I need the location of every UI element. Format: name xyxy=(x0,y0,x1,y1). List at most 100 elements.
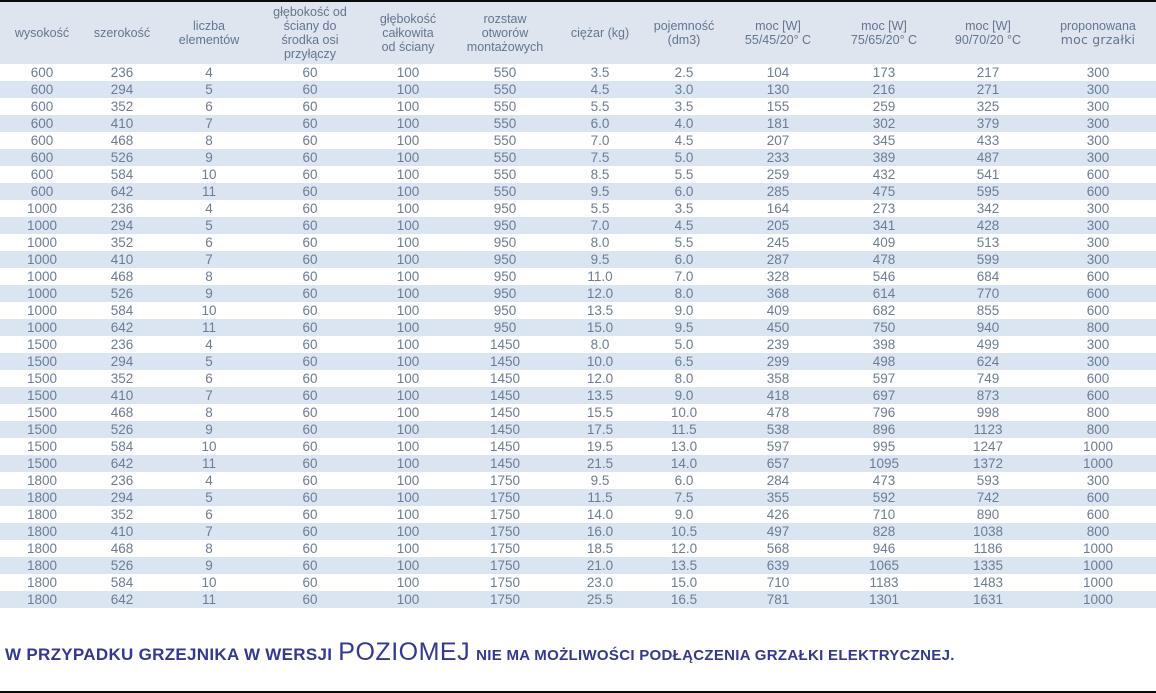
cell-moc-w-55-45-20c: 239 xyxy=(766,337,790,352)
table-row: 1800 642 11 60 100 1750 25.5 16.5 781 1301 1631 100… xyxy=(0,591,1156,608)
cell-szerokosc: 352 xyxy=(110,371,134,386)
cell-glebokosc-od-sciany-do-srodka-osi-przylaczy: 60 xyxy=(302,422,318,437)
cell-proponowana-moc-grzalki: 300 xyxy=(1086,150,1110,165)
cell-proponowana-moc-grzalki: 1000 xyxy=(1082,456,1114,471)
cell-moc-w-55-45-20c: 355 xyxy=(766,490,790,505)
cell-liczba-elementow: 7 xyxy=(205,524,213,539)
cell-pojemnosc-dm3: 5.0 xyxy=(674,150,694,165)
cell-pojemnosc-dm3: 16.5 xyxy=(670,592,698,607)
cell-proponowana-moc-grzalki: 600 xyxy=(1086,184,1110,199)
cell-moc-w-75-65-20c: 750 xyxy=(872,320,896,335)
cell-liczba-elementow: 4 xyxy=(205,201,213,216)
cell-rozstaw-otworow-montazowych: 1750 xyxy=(489,558,521,573)
cell-rozstaw-otworow-montazowych: 1750 xyxy=(489,592,521,607)
cell-proponowana-moc-grzalki: 300 xyxy=(1086,235,1110,250)
cell-pojemnosc-dm3: 9.0 xyxy=(674,507,694,522)
cell-moc-w-75-65-20c: 389 xyxy=(872,150,896,165)
cell-glebokosc-calkowita-od-sciany: 100 xyxy=(396,473,420,488)
cell-liczba-elementow: 6 xyxy=(205,371,213,386)
cell-liczba-elementow: 7 xyxy=(205,252,213,267)
cell-moc-w-75-65-20c: 173 xyxy=(872,65,896,80)
cell-proponowana-moc-grzalki: 600 xyxy=(1086,388,1110,403)
cell-rozstaw-otworow-montazowych: 1450 xyxy=(489,354,521,369)
cell-ciezar-kg: 7.5 xyxy=(590,150,610,165)
cell-moc-w-90-70-20c: 742 xyxy=(976,490,1000,505)
cell-moc-w-75-65-20c: 478 xyxy=(872,252,896,267)
cell-glebokosc-calkowita-od-sciany: 100 xyxy=(396,388,420,403)
cell-proponowana-moc-grzalki: 300 xyxy=(1086,82,1110,97)
cell-moc-w-90-70-20c: 342 xyxy=(976,201,1000,216)
table-row: 600 468 8 60 100 550 7.0 4.5 207 345 433 300 xyxy=(0,132,1156,149)
table-row: 1500 642 11 60 100 1450 21.5 14.0 657 1095 1372 100… xyxy=(0,455,1156,472)
cell-rozstaw-otworow-montazowych: 1450 xyxy=(489,388,521,403)
cell-glebokosc-od-sciany-do-srodka-osi-przylaczy: 60 xyxy=(302,286,318,301)
cell-proponowana-moc-grzalki: 1000 xyxy=(1082,575,1114,590)
cell-glebokosc-calkowita-od-sciany: 100 xyxy=(396,575,420,590)
cell-wysokosc: 1000 xyxy=(26,269,58,284)
col-header-liczba-elementow: liczba elementów xyxy=(160,2,258,64)
cell-liczba-elementow: 4 xyxy=(205,337,213,352)
cell-pojemnosc-dm3: 5.0 xyxy=(674,337,694,352)
cell-liczba-elementow: 6 xyxy=(205,235,213,250)
cell-glebokosc-calkowita-od-sciany: 100 xyxy=(396,82,420,97)
table-row: 1000 526 9 60 100 950 12.0 8.0 368 614 770 600 xyxy=(0,285,1156,302)
cell-rozstaw-otworow-montazowych: 1450 xyxy=(489,337,521,352)
table-row: 1500 410 7 60 100 1450 13.5 9.0 418 697 873 600 xyxy=(0,387,1156,404)
cell-liczba-elementow: 4 xyxy=(205,473,213,488)
cell-szerokosc: 410 xyxy=(110,116,134,131)
cell-rozstaw-otworow-montazowych: 950 xyxy=(493,235,517,250)
cell-liczba-elementow: 8 xyxy=(205,133,213,148)
cell-liczba-elementow: 5 xyxy=(205,490,213,505)
cell-moc-w-55-45-20c: 426 xyxy=(766,507,790,522)
cell-ciezar-kg: 12.0 xyxy=(586,371,614,386)
cell-ciezar-kg: 11.0 xyxy=(587,269,613,284)
cell-szerokosc: 526 xyxy=(110,422,134,437)
cell-moc-w-75-65-20c: 432 xyxy=(872,167,896,182)
cell-pojemnosc-dm3: 14.0 xyxy=(670,456,698,471)
cell-moc-w-90-70-20c: 624 xyxy=(976,354,1000,369)
cell-glebokosc-calkowita-od-sciany: 100 xyxy=(396,269,420,284)
cell-liczba-elementow: 7 xyxy=(205,388,213,403)
cell-szerokosc: 642 xyxy=(110,184,134,199)
cell-moc-w-55-45-20c: 245 xyxy=(766,235,790,250)
cell-moc-w-90-70-20c: 513 xyxy=(976,235,1000,250)
cell-ciezar-kg: 8.0 xyxy=(590,235,610,250)
cell-pojemnosc-dm3: 10.0 xyxy=(670,405,698,420)
cell-ciezar-kg: 9.5 xyxy=(590,252,610,267)
cell-liczba-elementow: 10 xyxy=(201,439,217,454)
cell-pojemnosc-dm3: 13.0 xyxy=(670,439,698,454)
cell-glebokosc-od-sciany-do-srodka-osi-przylaczy: 60 xyxy=(302,524,318,539)
header-proponowana-line1: proponowana xyxy=(1060,18,1136,33)
cell-pojemnosc-dm3: 9.5 xyxy=(674,320,694,335)
cell-moc-w-75-65-20c: 995 xyxy=(872,439,896,454)
cell-moc-w-55-45-20c: 130 xyxy=(766,82,790,97)
cell-glebokosc-od-sciany-do-srodka-osi-przylaczy: 60 xyxy=(302,337,318,352)
cell-moc-w-90-70-20c: 433 xyxy=(976,133,1000,148)
cell-moc-w-55-45-20c: 207 xyxy=(766,133,790,148)
cell-glebokosc-od-sciany-do-srodka-osi-przylaczy: 60 xyxy=(302,82,318,97)
cell-liczba-elementow: 5 xyxy=(205,82,213,97)
cell-wysokosc: 600 xyxy=(30,184,54,199)
cell-moc-w-75-65-20c: 302 xyxy=(872,116,896,131)
header-proponowana-line2: moc grzałki xyxy=(1060,32,1136,47)
footer-text-part1: W PRZYPADKU GRZEJNIKA W WERSJI xyxy=(5,645,333,664)
cell-moc-w-90-70-20c: 940 xyxy=(976,320,1000,335)
col-header-moc-75-65-20: moc [W] 75/65/20° C xyxy=(832,2,936,64)
cell-moc-w-90-70-20c: 1186 xyxy=(973,541,1003,556)
cell-wysokosc: 1000 xyxy=(26,218,58,233)
cell-moc-w-90-70-20c: 684 xyxy=(976,269,1000,284)
col-header-ciezar: ciężar (kg) xyxy=(556,2,644,64)
col-header-proponowana-moc-grzalki: proponowana moc grzałki xyxy=(1040,2,1156,64)
cell-ciezar-kg: 13.5 xyxy=(586,388,614,403)
cell-rozstaw-otworow-montazowych: 1750 xyxy=(489,541,521,556)
cell-ciezar-kg: 25.5 xyxy=(586,592,614,607)
cell-wysokosc: 600 xyxy=(30,65,54,80)
cell-proponowana-moc-grzalki: 300 xyxy=(1086,65,1110,80)
cell-glebokosc-od-sciany-do-srodka-osi-przylaczy: 60 xyxy=(302,473,318,488)
cell-wysokosc: 600 xyxy=(30,99,54,114)
cell-moc-w-55-45-20c: 418 xyxy=(766,388,790,403)
cell-pojemnosc-dm3: 6.5 xyxy=(674,354,694,369)
cell-glebokosc-calkowita-od-sciany: 100 xyxy=(396,99,420,114)
cell-liczba-elementow: 11 xyxy=(201,592,216,607)
cell-moc-w-90-70-20c: 873 xyxy=(976,388,1000,403)
